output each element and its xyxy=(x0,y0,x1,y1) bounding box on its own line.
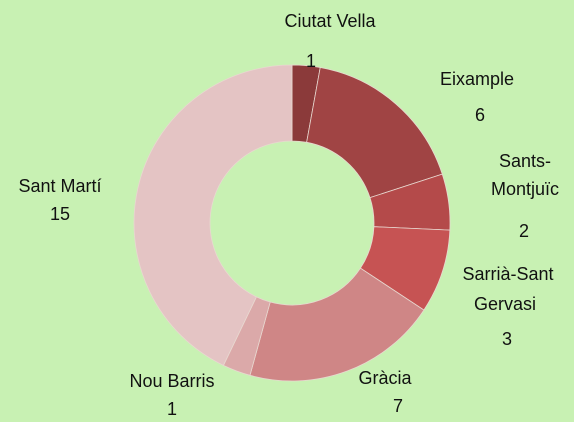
value-label: 1 xyxy=(167,399,177,419)
slice-label: Gràcia xyxy=(358,368,412,388)
donut-slice xyxy=(133,64,293,366)
slice-label: Sant Martí xyxy=(18,176,101,196)
value-label: 1 xyxy=(306,51,316,71)
slice-label: Ciutat Vella xyxy=(284,11,376,31)
slice-label: Sants-Montjuïc xyxy=(491,151,559,199)
slice-label: Eixample xyxy=(440,69,514,89)
donut-slice xyxy=(249,267,425,382)
value-label: 2 xyxy=(519,221,529,241)
value-label: 3 xyxy=(502,329,512,349)
value-label: 15 xyxy=(50,204,70,224)
donut-slice xyxy=(306,67,443,199)
value-label: 7 xyxy=(393,396,403,416)
slice-label: Sarrià-Sant Gervasi xyxy=(462,264,553,314)
value-label: 6 xyxy=(475,105,485,125)
slice-label: Nou Barris xyxy=(129,371,214,391)
